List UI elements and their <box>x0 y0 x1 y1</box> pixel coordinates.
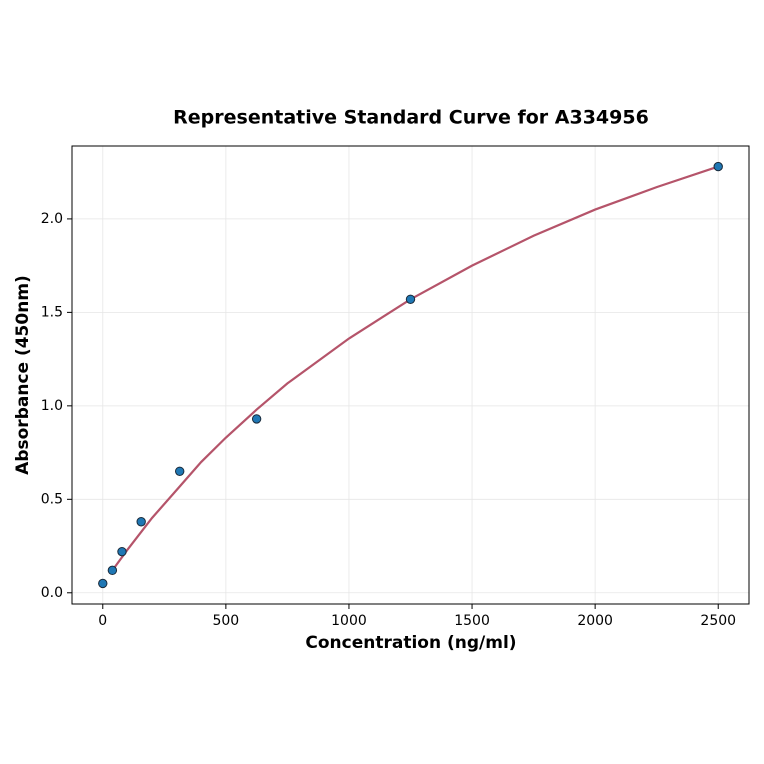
fit-curve <box>111 165 719 571</box>
x-axis-label: Concentration (ng/ml) <box>305 633 516 653</box>
y-tick-label: 0.0 <box>41 585 63 601</box>
data-point <box>136 517 146 527</box>
plot-frame <box>71 145 750 605</box>
chart-title: Representative Standard Curve for A33495… <box>173 107 649 129</box>
y-axis-label: Absorbance (450nm) <box>13 275 33 475</box>
data-point <box>405 294 416 304</box>
data-point <box>107 565 118 576</box>
data-point <box>117 546 127 557</box>
x-tick-label: 2500 <box>700 613 736 629</box>
data-point <box>713 161 723 172</box>
data-point <box>175 466 185 476</box>
x-tick-label: 2000 <box>577 613 613 629</box>
x-tick-label: 500 <box>212 613 239 629</box>
x-tick-label: 1000 <box>331 613 367 629</box>
y-tick-label: 1.5 <box>41 304 63 320</box>
data-point <box>251 414 262 424</box>
y-tick-label: 1.0 <box>41 398 63 414</box>
x-tick-label: 1500 <box>454 613 490 629</box>
y-tick-label: 2.0 <box>41 211 63 227</box>
data-point <box>98 578 108 589</box>
x-tick-label: 0 <box>98 613 107 629</box>
y-tick-label: 0.5 <box>41 491 63 507</box>
